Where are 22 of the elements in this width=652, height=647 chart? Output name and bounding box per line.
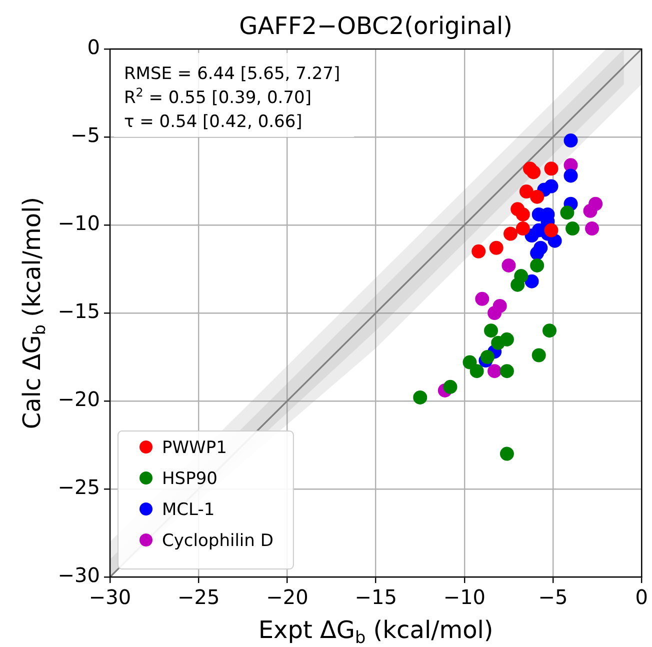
- x-tick-label: −10: [443, 585, 486, 610]
- x-tick-label: −30: [88, 585, 132, 610]
- y-tick-label: −10: [58, 211, 100, 236]
- y-tick-label: −25: [58, 475, 100, 500]
- y-tick-label: 0: [87, 35, 100, 60]
- annotation: τ = 0.54 [0.42, 0.66]: [124, 112, 302, 132]
- legend-label: PWWP1: [162, 438, 227, 458]
- x-tick-label: −5: [538, 585, 568, 610]
- x-tick-label: −25: [177, 585, 220, 610]
- x-tick-label: 0: [635, 585, 648, 610]
- y-tick-label: −15: [58, 299, 100, 324]
- chart-title: GAFF2−OBC2(original): [239, 12, 513, 40]
- legend-label: HSP90: [162, 469, 218, 489]
- x-tick-label: −15: [354, 585, 397, 610]
- y-tick-label: −30: [58, 563, 100, 588]
- legend-label: MCL-1: [162, 500, 215, 520]
- y-tick-label: −5: [70, 123, 100, 148]
- x-tick-label: −20: [266, 585, 308, 610]
- annotation: RMSE = 6.44 [5.65, 7.27]: [124, 64, 340, 84]
- legend-label: Cyclophilin D: [162, 531, 274, 551]
- y-tick-label: −20: [58, 387, 100, 412]
- y-axis-title: Calc ΔGb (kcal/mol): [18, 196, 49, 430]
